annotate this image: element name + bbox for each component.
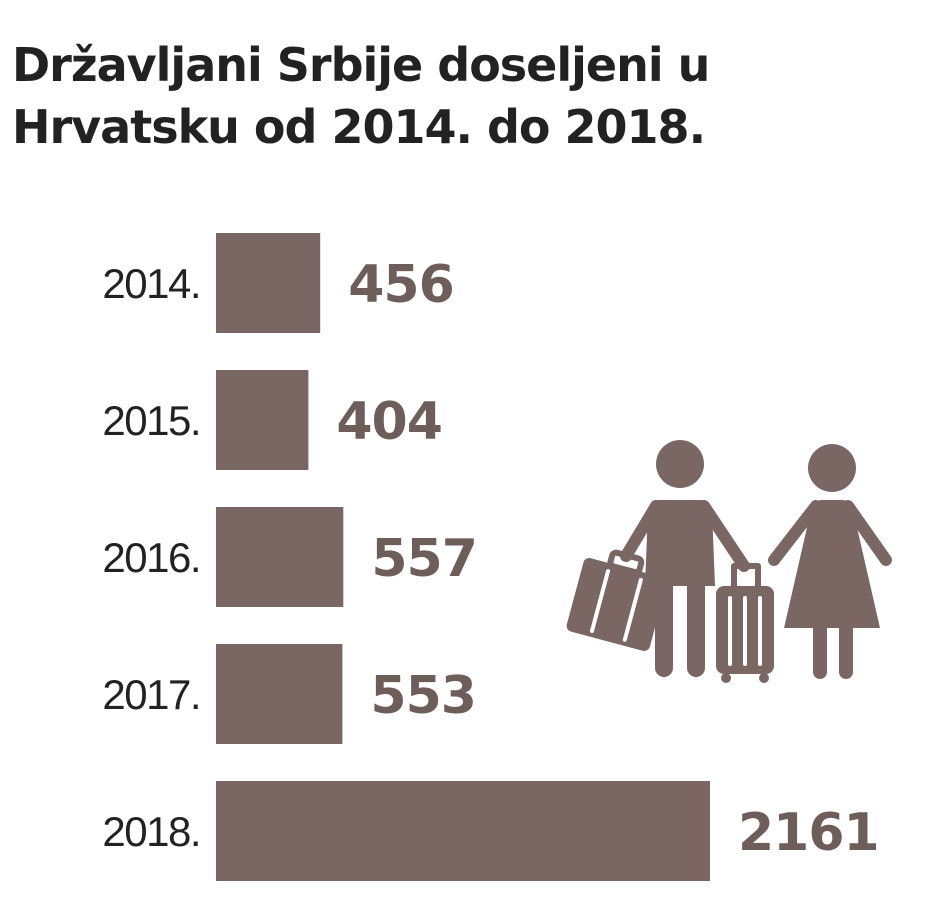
- bar-2016: [216, 507, 344, 607]
- value-label: 2161: [738, 803, 879, 863]
- suitcase-icon: [566, 549, 667, 651]
- chart-title-line-1: Državljani Srbije doseljeni u: [12, 38, 710, 92]
- travelers-with-luggage-icon: [566, 440, 892, 683]
- category-label: 2017.: [102, 671, 200, 718]
- man-right-arm: [698, 500, 750, 572]
- man-left-arm: [620, 500, 662, 562]
- chart-title: Državljani Srbije doseljeni u Hrvatsku o…: [12, 34, 912, 158]
- value-label: 404: [336, 392, 442, 452]
- man-head: [656, 440, 704, 488]
- category-label: 2018.: [102, 808, 200, 855]
- value-label: 557: [371, 529, 477, 589]
- category-label: 2014.: [102, 260, 200, 307]
- bar-2017: [216, 644, 343, 744]
- value-label: 553: [370, 666, 476, 726]
- category-label: 2016.: [102, 534, 200, 581]
- bar-2014: [216, 233, 321, 333]
- woman-head: [808, 444, 856, 492]
- bar-2018: [216, 781, 710, 881]
- category-label: 2015.: [102, 397, 200, 444]
- woman-left-arm: [768, 500, 822, 566]
- value-label: 456: [348, 255, 454, 315]
- bar-2015: [216, 370, 309, 470]
- woman-right-arm: [842, 500, 892, 566]
- chart-title-line-2: Hrvatsku od 2014. do 2018.: [12, 100, 706, 154]
- trolley-case-icon: [716, 563, 774, 683]
- man-torso: [645, 500, 715, 586]
- woman-dress: [784, 500, 880, 628]
